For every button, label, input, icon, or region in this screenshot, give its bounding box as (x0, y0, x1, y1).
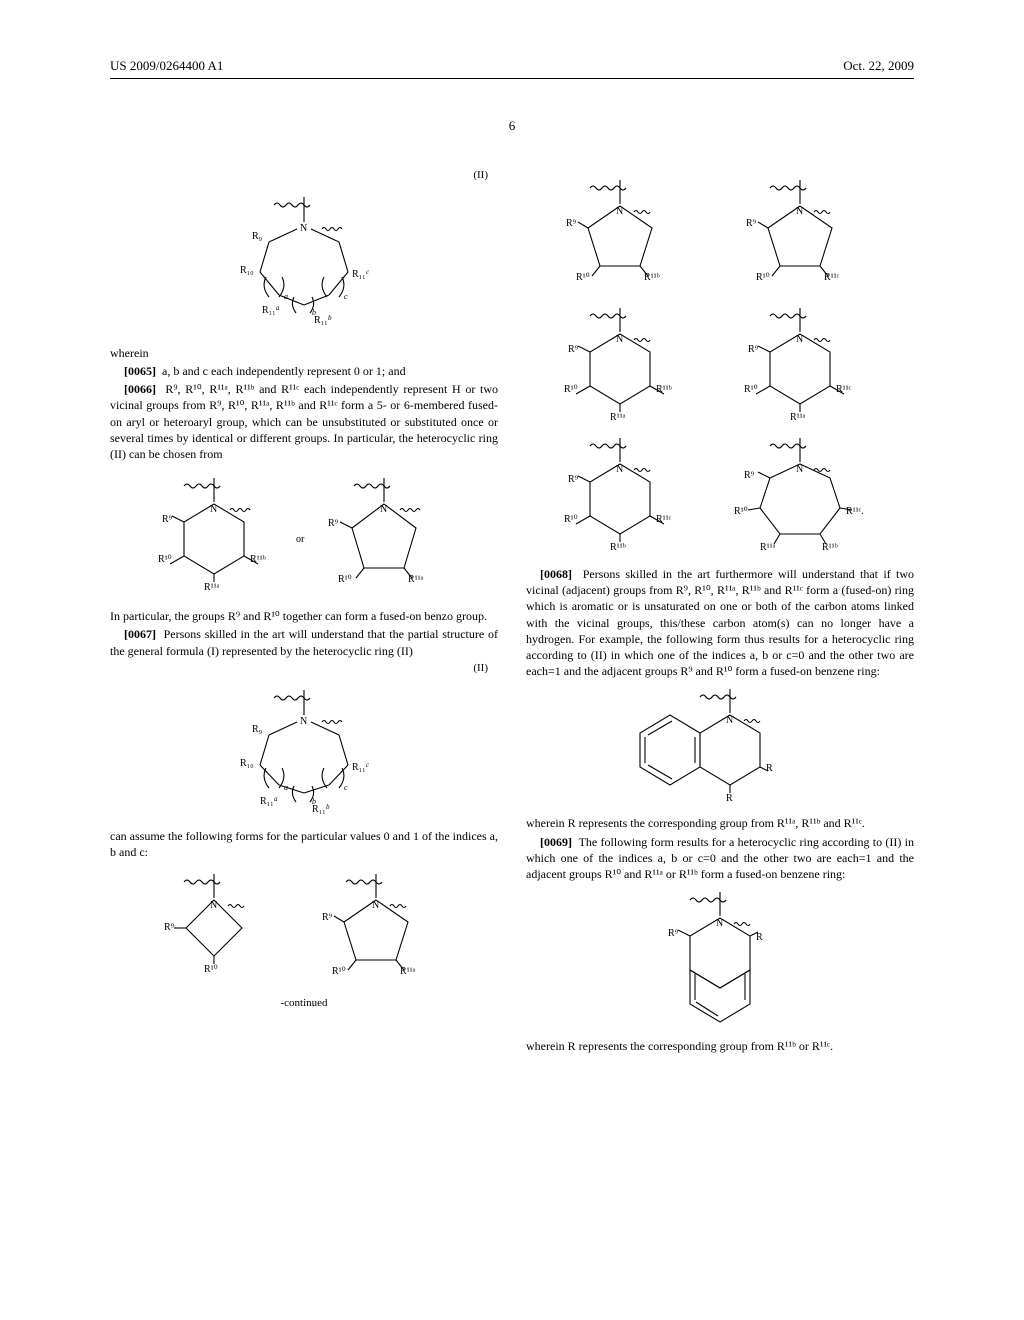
svg-text:R⁹: R⁹ (328, 518, 339, 529)
header-rule (110, 78, 914, 79)
svg-text:or: or (296, 534, 305, 545)
svg-text:R₁₀: R₁₀ (240, 758, 254, 769)
para-0065: [0065] a, b and c each independently rep… (110, 363, 498, 379)
svg-text:R₁₁: R₁₁ (314, 315, 328, 326)
page-number: 6 (509, 118, 516, 134)
fused-benzene-1: N R R (526, 687, 914, 807)
svg-text:b: b (326, 803, 330, 811)
svg-text:c: c (366, 268, 370, 276)
svg-text:a: a (274, 795, 278, 803)
para-0066: [0066] R⁹, R¹⁰, R¹¹ᵃ, R¹¹ᵇ and R¹¹ᶜ each… (110, 381, 498, 462)
svg-text:R⁹: R⁹ (746, 218, 757, 229)
para-0069: [0069] The following form results for a … (526, 834, 914, 883)
svg-text:b: b (328, 314, 332, 322)
para-num: [0067] (124, 627, 156, 641)
structure-II-large-2: N a b c R₉ R₁₀ R₁₁c R₁₁a R₁₁b (110, 680, 498, 820)
svg-text:a: a (284, 783, 288, 792)
svg-text:c: c (344, 783, 348, 792)
svg-text:R¹⁰: R¹⁰ (576, 272, 590, 283)
svg-text:c: c (366, 761, 370, 769)
para-num: [0065] (124, 364, 156, 378)
svg-text:R¹⁰: R¹⁰ (204, 964, 218, 975)
para-num: [0069] (540, 835, 572, 849)
wherein-R-abc: wherein R represents the corresponding g… (526, 815, 914, 831)
patent-number: US 2009/0264400 A1 (110, 58, 223, 74)
svg-text:R⁹: R⁹ (566, 218, 577, 229)
para-num: [0068] (540, 567, 572, 581)
svg-text:R¹⁰: R¹⁰ (744, 384, 758, 395)
svg-text:R₁₁: R₁₁ (352, 762, 366, 773)
fused-benzene-2: N R⁹ R (526, 890, 914, 1030)
svg-text:R¹⁰: R¹⁰ (158, 554, 172, 565)
svg-text:R₁₁: R₁₁ (352, 269, 366, 280)
wherein-R-bc: wherein R represents the corresponding g… (526, 1038, 914, 1054)
forms-grid: N R⁹ R¹⁰ R¹¹ᵇ N R⁹ R¹⁰ R¹¹ᶜ (526, 168, 914, 558)
para-num: [0066] (124, 382, 156, 396)
svg-text:R¹⁰: R¹⁰ (564, 514, 578, 525)
main-content: (II) N (110, 168, 914, 1260)
eq-label-2: (II) (110, 661, 498, 676)
svg-text:c: c (344, 292, 348, 301)
svg-text:R¹¹ᶜ.: R¹¹ᶜ. (846, 506, 864, 517)
svg-text:R₁₀: R₁₀ (240, 265, 254, 276)
svg-text:R⁹: R⁹ (668, 928, 679, 939)
svg-text:R¹¹ᵃ: R¹¹ᵃ (610, 412, 626, 423)
page-header: US 2009/0264400 A1 Oct. 22, 2009 (0, 58, 1024, 74)
svg-text:R¹⁰: R¹⁰ (564, 384, 578, 395)
svg-text:R¹¹ᵃ: R¹¹ᵃ (760, 542, 776, 553)
svg-text:R⁹: R⁹ (322, 912, 333, 923)
svg-text:R₉: R₉ (252, 231, 263, 242)
svg-text:R₉: R₉ (252, 724, 263, 735)
svg-text:R¹¹ᵃ: R¹¹ᵃ (204, 582, 220, 593)
svg-text:R¹⁰: R¹⁰ (734, 506, 748, 517)
svg-text:R⁹: R⁹ (568, 474, 579, 485)
para-0068: [0068] Persons skilled in the art furthe… (526, 566, 914, 679)
svg-text:R: R (756, 932, 763, 943)
svg-text:R₁₁: R₁₁ (312, 804, 326, 815)
svg-text:N: N (300, 716, 307, 727)
svg-text:R¹¹ᵃ: R¹¹ᵃ (790, 412, 806, 423)
svg-text:a: a (276, 304, 280, 312)
can-assume-text: can assume the following forms for the p… (110, 828, 498, 860)
svg-text:R⁹: R⁹ (744, 470, 755, 481)
svg-text:R: R (766, 763, 773, 774)
svg-text:R¹¹ᵇ: R¹¹ᵇ (822, 542, 838, 553)
svg-text:R¹¹ᵇ: R¹¹ᵇ (610, 542, 626, 553)
continued-label: -continued (110, 996, 498, 1011)
svg-text:R¹⁰: R¹⁰ (338, 574, 352, 585)
svg-text:R: R (726, 793, 733, 804)
svg-text:a: a (284, 292, 288, 301)
wherein-text: wherein (110, 345, 498, 361)
structure-pair-6-5: N R⁹ R¹⁰ R¹¹ᵇ R¹¹ᵃ or N R⁹ R¹⁰ (110, 470, 498, 600)
svg-text:R⁹: R⁹ (748, 344, 759, 355)
para-0067: [0067] Persons skilled in the art will u… (110, 626, 498, 658)
svg-text:N: N (300, 223, 307, 234)
after-pair-text: In particular, the groups R⁹ and R¹⁰ tog… (110, 608, 498, 624)
svg-text:R⁹: R⁹ (162, 514, 173, 525)
svg-text:R⁹: R⁹ (164, 922, 175, 933)
svg-text:R¹⁰: R¹⁰ (332, 966, 346, 977)
structure-II-large-1: N a b c R₉ (110, 187, 498, 337)
svg-text:R¹⁰: R¹⁰ (756, 272, 770, 283)
publication-date: Oct. 22, 2009 (843, 58, 914, 74)
svg-text:R⁹: R⁹ (568, 344, 579, 355)
eq-label-1: (II) (110, 168, 498, 183)
svg-text:R₁₁: R₁₁ (262, 305, 276, 316)
svg-text:R₁₁: R₁₁ (260, 796, 274, 807)
forms-row-1: N R⁹ R¹⁰ N R⁹ R¹⁰ R¹¹ᵃ (110, 868, 498, 988)
